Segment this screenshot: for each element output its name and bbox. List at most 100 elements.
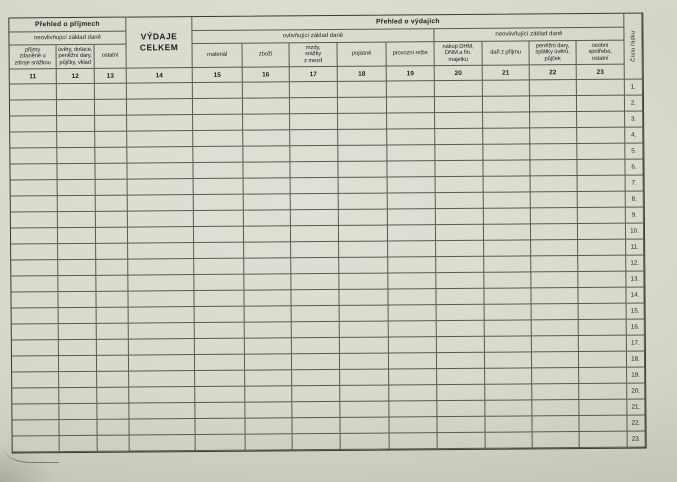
column-number-17: 17 xyxy=(289,66,338,83)
empty-cell xyxy=(435,192,484,210)
empty-cell xyxy=(10,196,58,213)
empty-cell xyxy=(95,147,128,164)
column-number-12: 12 xyxy=(56,68,95,85)
empty-cell xyxy=(338,113,388,130)
empty-cell xyxy=(291,305,340,323)
empty-cell xyxy=(338,129,388,146)
empty-cell xyxy=(389,385,438,402)
empty-cell xyxy=(96,323,129,340)
empty-cell xyxy=(242,82,290,99)
row-number-cell: 12. xyxy=(626,255,645,272)
empty-cell xyxy=(244,242,292,259)
empty-cell xyxy=(194,338,245,356)
empty-cell xyxy=(386,81,435,98)
empty-cell xyxy=(291,273,340,291)
empty-cell xyxy=(485,368,533,385)
empty-cell xyxy=(243,114,291,131)
empty-cell xyxy=(127,227,195,244)
empty-cell xyxy=(97,403,130,420)
empty-cell xyxy=(95,163,128,180)
row-number-cell: 8. xyxy=(625,191,644,208)
empty-cell xyxy=(290,193,339,211)
column-number-11: 11 xyxy=(9,69,57,85)
empty-cell xyxy=(96,259,129,276)
empty-cell xyxy=(531,288,579,305)
empty-cell xyxy=(97,419,130,436)
empty-cell xyxy=(10,116,58,133)
empty-cell xyxy=(532,368,580,385)
empty-cell xyxy=(58,275,97,293)
empty-cell xyxy=(9,100,58,117)
empty-cell xyxy=(434,96,484,114)
empty-cell xyxy=(532,384,580,401)
empty-cell xyxy=(194,306,245,324)
row-number-cell: 15. xyxy=(626,303,645,320)
empty-cell xyxy=(388,353,438,370)
total-expenses-header: VÝDAJE CELKEM xyxy=(126,17,193,69)
empty-cell xyxy=(531,320,579,337)
empty-cell xyxy=(57,115,96,133)
empty-cell xyxy=(12,420,60,437)
row-number-cell: 1. xyxy=(624,79,643,96)
empty-cell xyxy=(127,211,194,228)
empty-cell xyxy=(95,195,128,212)
empty-cell xyxy=(194,242,245,260)
empty-cell xyxy=(57,227,97,245)
column-label-19: provozní režie xyxy=(386,42,435,67)
empty-cell xyxy=(193,114,244,132)
empty-cell xyxy=(243,178,291,195)
row-number-cell: 13. xyxy=(626,271,645,288)
empty-cell xyxy=(291,321,340,339)
empty-cell xyxy=(95,131,128,148)
empty-cell xyxy=(11,356,60,373)
empty-cell xyxy=(95,115,128,132)
income-section-title: Přehled o příjmech xyxy=(9,17,127,33)
empty-cell xyxy=(96,355,130,372)
empty-cell xyxy=(531,336,579,353)
column-label-11: příjmy zdaněné u zdroje srážkou xyxy=(9,45,57,70)
empty-cell xyxy=(436,336,485,354)
empty-cell xyxy=(436,320,485,338)
empty-cell xyxy=(579,399,628,417)
empty-cell xyxy=(195,386,246,404)
empty-cell xyxy=(95,179,128,196)
empty-cell xyxy=(94,99,128,116)
empty-cell xyxy=(94,83,127,100)
column-label-18: pojistné xyxy=(337,42,387,67)
column-number-15: 15 xyxy=(192,67,243,84)
empty-cell xyxy=(243,194,291,211)
empty-cell xyxy=(578,287,627,305)
row-number-cell: 9. xyxy=(625,207,644,224)
empty-cell xyxy=(12,404,60,421)
column-label-22: peněžní dary, splátky úvěrů, půjček xyxy=(529,41,577,66)
row-number-cell: 18. xyxy=(626,351,646,368)
empty-cell xyxy=(96,243,129,260)
empty-cell xyxy=(577,223,627,241)
empty-cell xyxy=(129,419,196,436)
empty-cell xyxy=(96,307,129,324)
empty-cell xyxy=(244,274,292,291)
empty-cell xyxy=(245,370,293,387)
empty-cell xyxy=(579,415,628,433)
empty-cell xyxy=(436,272,485,290)
empty-cell xyxy=(339,289,389,306)
empty-cell xyxy=(127,147,194,164)
empty-cell xyxy=(484,288,532,305)
empty-cell xyxy=(95,227,129,244)
empty-cell xyxy=(339,257,389,274)
empty-cell xyxy=(96,291,129,308)
empty-cell xyxy=(386,97,436,114)
empty-cell xyxy=(387,113,436,130)
empty-cell xyxy=(195,434,246,452)
empty-cell xyxy=(127,179,194,196)
empty-cell xyxy=(57,195,96,213)
column-label-21: daň z příjmu xyxy=(482,41,530,66)
empty-cell xyxy=(388,273,437,290)
empty-cell xyxy=(128,355,196,372)
column-number-14: 14 xyxy=(126,68,193,84)
empty-cell xyxy=(12,372,60,389)
row-number-cell: 22. xyxy=(627,415,646,432)
column-number-16: 16 xyxy=(242,67,290,83)
